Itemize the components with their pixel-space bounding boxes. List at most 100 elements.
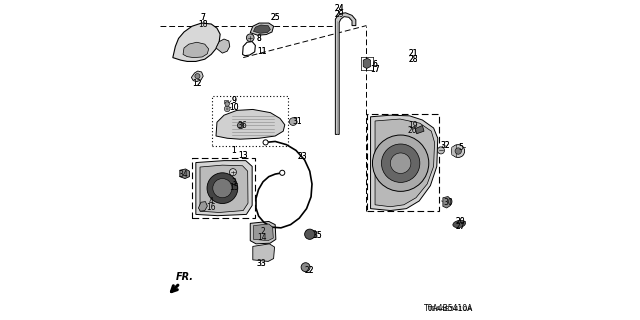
- Circle shape: [372, 135, 429, 191]
- Text: 16: 16: [206, 203, 216, 212]
- Text: 24: 24: [334, 4, 344, 13]
- Text: 15: 15: [228, 183, 239, 192]
- Text: 20: 20: [456, 217, 466, 226]
- Polygon shape: [250, 23, 274, 35]
- Circle shape: [390, 153, 411, 173]
- Text: 10: 10: [228, 103, 239, 112]
- Polygon shape: [253, 244, 275, 261]
- Circle shape: [381, 144, 420, 182]
- Text: 18: 18: [198, 20, 208, 28]
- Text: 15: 15: [228, 183, 239, 192]
- Circle shape: [438, 147, 444, 154]
- Polygon shape: [180, 169, 189, 179]
- Text: 25: 25: [270, 13, 280, 22]
- Polygon shape: [216, 39, 230, 53]
- Circle shape: [305, 229, 315, 239]
- Text: 17: 17: [370, 65, 380, 74]
- Text: 21: 21: [408, 49, 417, 58]
- Polygon shape: [250, 221, 276, 244]
- Text: 1: 1: [231, 146, 236, 155]
- Text: 26: 26: [408, 126, 418, 135]
- Circle shape: [301, 263, 310, 272]
- Bar: [192, 158, 255, 218]
- Text: 36: 36: [237, 121, 248, 130]
- Text: 20: 20: [456, 217, 466, 226]
- Text: 23: 23: [298, 152, 307, 161]
- Text: 33: 33: [257, 259, 267, 268]
- Text: 34: 34: [178, 170, 188, 179]
- Text: 18: 18: [198, 20, 208, 28]
- Polygon shape: [183, 42, 209, 58]
- Text: 6: 6: [372, 60, 378, 68]
- Circle shape: [280, 170, 285, 175]
- Text: 4: 4: [209, 197, 214, 206]
- Polygon shape: [335, 13, 356, 134]
- Text: 7: 7: [201, 13, 205, 22]
- Polygon shape: [216, 109, 285, 139]
- Text: 9: 9: [231, 96, 236, 105]
- Text: 1: 1: [231, 146, 236, 155]
- Text: 23: 23: [298, 152, 307, 161]
- Text: 12: 12: [192, 79, 202, 88]
- Text: 8: 8: [257, 34, 262, 43]
- Text: 13: 13: [237, 151, 248, 160]
- Text: 30: 30: [443, 198, 453, 207]
- Text: 31: 31: [292, 117, 303, 126]
- Polygon shape: [200, 165, 248, 212]
- Text: 11: 11: [257, 47, 266, 56]
- Text: 22: 22: [304, 266, 314, 275]
- Text: 5: 5: [458, 143, 463, 152]
- Circle shape: [455, 148, 461, 154]
- Text: 33: 33: [257, 259, 267, 268]
- Circle shape: [226, 108, 228, 110]
- Polygon shape: [443, 196, 451, 208]
- FancyBboxPatch shape: [306, 230, 315, 237]
- Text: 11: 11: [257, 47, 266, 56]
- Circle shape: [237, 122, 244, 129]
- Text: 3: 3: [231, 178, 236, 187]
- Text: 28: 28: [408, 55, 417, 64]
- Text: 8: 8: [257, 34, 262, 43]
- Polygon shape: [371, 115, 438, 211]
- Circle shape: [207, 173, 238, 204]
- Text: T0A4B5410A: T0A4B5410A: [424, 304, 473, 313]
- Text: 24: 24: [334, 4, 344, 13]
- Text: 31: 31: [292, 117, 303, 126]
- Text: 2: 2: [260, 228, 265, 236]
- Text: 29: 29: [334, 10, 344, 19]
- Text: 25: 25: [270, 13, 280, 22]
- Bar: [367, 114, 440, 211]
- Text: 28: 28: [408, 55, 417, 64]
- Text: 10: 10: [228, 103, 239, 112]
- Text: 14: 14: [257, 233, 268, 242]
- Polygon shape: [253, 224, 273, 241]
- Text: 5: 5: [458, 143, 463, 152]
- Text: 26: 26: [408, 126, 418, 135]
- Circle shape: [263, 140, 268, 145]
- Polygon shape: [196, 161, 252, 216]
- Text: 27: 27: [456, 222, 466, 231]
- Ellipse shape: [453, 220, 465, 228]
- Text: 2: 2: [260, 228, 265, 236]
- Polygon shape: [198, 202, 207, 211]
- Text: 12: 12: [192, 79, 202, 88]
- Circle shape: [225, 106, 230, 112]
- Polygon shape: [253, 25, 270, 33]
- Text: 13: 13: [237, 151, 248, 160]
- Circle shape: [230, 169, 237, 176]
- Text: 7: 7: [201, 13, 205, 22]
- Polygon shape: [173, 23, 220, 61]
- Text: 27: 27: [456, 222, 466, 231]
- Text: 36: 36: [237, 121, 248, 130]
- Circle shape: [212, 179, 232, 198]
- Text: 32: 32: [440, 141, 451, 150]
- Text: FR.: FR.: [176, 272, 194, 282]
- Text: 32: 32: [440, 141, 451, 150]
- Bar: [224, 100, 228, 103]
- Polygon shape: [364, 58, 371, 68]
- Text: 34: 34: [178, 170, 188, 179]
- Circle shape: [452, 145, 465, 157]
- Circle shape: [225, 102, 230, 106]
- Text: 17: 17: [370, 65, 380, 74]
- Text: 19: 19: [408, 121, 418, 130]
